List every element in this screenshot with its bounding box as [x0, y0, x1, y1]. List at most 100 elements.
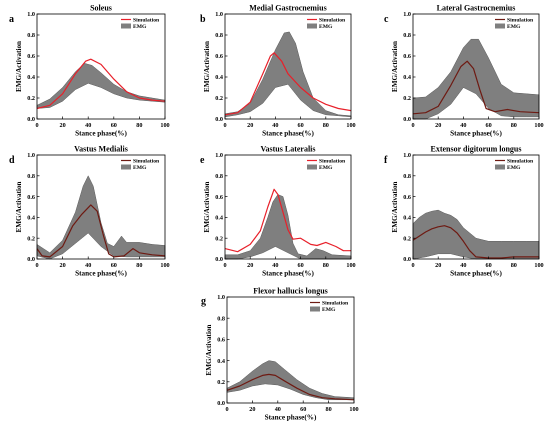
x-axis-label: Stance phase(%) [450, 270, 502, 278]
x-tick-label: 60 [300, 406, 306, 413]
x-axis-label: Stance phase(%) [262, 270, 314, 278]
y-tick-label: 0.0 [215, 116, 223, 123]
y-tick-label: 0.8 [215, 173, 223, 180]
legend-emg-label: EMG [133, 24, 147, 30]
y-tick-label: 0.0 [403, 256, 411, 263]
x-tick-label: 100 [534, 122, 543, 129]
y-tick-label: 0.4 [403, 74, 411, 81]
y-tick-label: 1.0 [215, 152, 223, 159]
x-tick-label: 0 [223, 262, 226, 269]
x-tick-label: 60 [486, 262, 492, 269]
y-tick-label: 0.6 [27, 53, 35, 60]
x-tick-label: 80 [326, 406, 332, 413]
legend-emg-label: EMG [507, 24, 521, 30]
panel-letter: f [384, 155, 388, 166]
x-axis-label: Stance phase(%) [75, 270, 127, 278]
y-tick-label: 0.4 [215, 74, 223, 81]
chart-panel-d: 0 20 40 60 80 100 0.0 0.2 0.4 0.6 0.8 1.0 Vastus Med… [9, 145, 170, 278]
y-axis-label: EMG/Activation [15, 181, 23, 232]
legend-simulation-label: Simulation [322, 301, 349, 307]
x-tick-label: 0 [411, 262, 414, 269]
y-tick-label: 0.6 [215, 53, 223, 60]
y-tick-label: 0.8 [403, 173, 411, 180]
panel-letter: b [200, 14, 206, 25]
x-tick-label: 20 [247, 262, 253, 269]
legend-emg-swatch [495, 23, 505, 29]
x-tick-label: 100 [534, 262, 543, 269]
legend-simulation-label: Simulation [319, 159, 346, 165]
y-tick-label: 0.4 [215, 215, 223, 222]
simulation-line [412, 225, 539, 259]
plot-frame [412, 13, 540, 120]
legend-emg-label: EMG [319, 24, 333, 30]
y-tick-label: 0.8 [403, 32, 411, 39]
y-tick-label: 0.4 [27, 215, 35, 222]
y-tick-label: 0.0 [217, 400, 225, 407]
plot-frame [36, 154, 166, 260]
plot-frame [226, 296, 355, 404]
y-tick-label: 1.0 [403, 11, 411, 18]
emg-band [226, 360, 355, 401]
plot-frame [412, 154, 540, 260]
y-tick-label: 1.0 [27, 11, 35, 18]
legend-simulation-label: Simulation [507, 159, 534, 165]
plot-frame [224, 154, 352, 260]
x-tick-label: 80 [511, 262, 517, 269]
x-tick-label: 0 [35, 122, 38, 129]
x-tick-label: 80 [323, 262, 329, 269]
legend-emg-swatch [121, 23, 131, 29]
y-tick-label: 0.0 [403, 116, 411, 123]
chart-panel-g: 0 20 40 60 80 100 0.0 0.2 0.4 0.6 0.8 1.0 Flexor hal… [201, 287, 359, 422]
y-axis-label: EMG/Activation [391, 181, 399, 232]
simulation-line [36, 58, 166, 110]
y-tick-label: 0.6 [27, 194, 35, 201]
y-tick-label: 1.0 [27, 152, 35, 159]
chart-title: Flexor hallucis longus [253, 287, 328, 296]
x-tick-label: 40 [272, 262, 278, 269]
y-axis-label: EMG/Activation [15, 41, 23, 92]
y-tick-label: 0.2 [215, 95, 223, 102]
panel-letter: g [201, 296, 206, 307]
emg-band [36, 63, 166, 109]
x-axis-label: Stance phase(%) [262, 130, 314, 138]
y-tick-label: 0.2 [27, 95, 35, 102]
emg-band [412, 38, 540, 120]
y-axis-label: EMG/Activation [203, 41, 211, 92]
chart-title: Medial Gastrocnemius [249, 4, 326, 13]
x-tick-label: 60 [111, 122, 117, 129]
panel-letter: d [9, 155, 15, 166]
y-tick-label: 0.4 [217, 358, 225, 365]
y-axis-label: EMG/Activation [205, 324, 213, 375]
x-axis-label: Stance phase(%) [265, 414, 317, 422]
y-tick-label: 1.0 [215, 11, 223, 18]
simulation-line [36, 204, 166, 258]
y-tick-label: 0.8 [27, 173, 35, 180]
emg-band [412, 209, 540, 260]
legend-simulation-label: Simulation [319, 18, 346, 24]
x-axis-label: Stance phase(%) [450, 130, 502, 138]
x-tick-label: 40 [85, 122, 91, 129]
legend-simulation-label: Simulation [133, 18, 160, 24]
x-tick-label: 0 [223, 122, 226, 129]
x-tick-label: 100 [349, 406, 358, 413]
panel-letter: e [200, 155, 205, 166]
x-tick-label: 60 [111, 262, 117, 269]
y-tick-label: 0.0 [27, 116, 35, 123]
emg-band [36, 175, 166, 260]
chart-title: Extensor digitorum longus [431, 145, 522, 154]
legend-emg-swatch [307, 164, 317, 170]
y-tick-label: 0.6 [217, 337, 225, 344]
chart-title: Vastus Medialis [74, 145, 128, 154]
y-tick-label: 0.6 [215, 194, 223, 201]
x-tick-label: 40 [85, 262, 91, 269]
x-tick-label: 80 [323, 122, 329, 129]
x-tick-label: 20 [60, 122, 66, 129]
panel-letter: a [9, 14, 14, 25]
legend-emg-swatch [310, 306, 320, 312]
y-tick-label: 1.0 [217, 294, 225, 301]
y-tick-label: 0.2 [403, 95, 411, 102]
